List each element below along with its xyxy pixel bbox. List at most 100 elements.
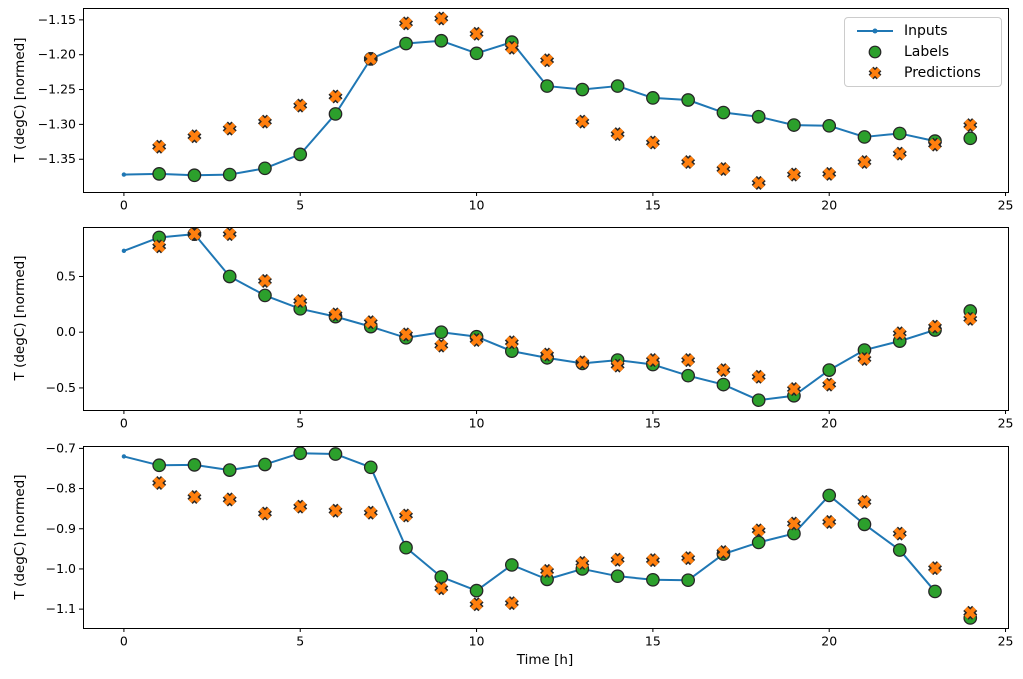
y-tick-label: −1.25	[38, 82, 76, 97]
x-tick-label: 5	[296, 634, 304, 649]
predictions-point	[893, 327, 906, 340]
predictions-point	[329, 308, 342, 321]
predictions-points	[152, 475, 978, 620]
predictions-point	[646, 354, 659, 367]
x-tick-label: 10	[469, 634, 485, 649]
predictions-point	[717, 364, 730, 377]
predictions-point	[259, 115, 271, 128]
predictions-point	[259, 274, 271, 287]
labels-point	[540, 79, 554, 93]
y-tick-label: −1.0	[46, 561, 76, 576]
inputs-point	[121, 172, 127, 177]
predictions-point	[929, 138, 941, 151]
labels-point	[681, 93, 695, 107]
predictions-point	[153, 240, 166, 253]
predictions-point	[329, 90, 342, 103]
predictions-point	[682, 552, 695, 565]
predictions-point	[329, 504, 342, 517]
predictions-point	[787, 517, 800, 530]
labels-point	[399, 36, 413, 51]
y-tick-label: −0.7	[46, 440, 76, 455]
x-tick-label: 5	[296, 198, 304, 213]
legend-label-inputs: Inputs	[904, 23, 948, 40]
y-tick-label: −0.8	[46, 481, 76, 496]
labels-point	[187, 458, 202, 472]
x-tick-label: 20	[821, 416, 837, 431]
predictions-point	[400, 509, 412, 522]
x-axis-ticks: 0 5 10 15 20 25	[120, 410, 1013, 431]
labels-point	[928, 584, 942, 599]
labels-point	[328, 447, 343, 461]
y-axis-label-middle: T (degC) [normed]	[12, 255, 28, 381]
predictions-point	[858, 495, 871, 508]
y-axis-label-top: T (degC) [normed]	[12, 37, 28, 163]
x-axis-ticks: 0 5 10 15 20 25	[120, 628, 1014, 649]
labels-point	[646, 572, 660, 587]
labels-point	[892, 543, 907, 557]
predictions-point	[964, 606, 977, 619]
x-tick-label: 0	[120, 634, 128, 649]
predictions-point	[294, 99, 307, 112]
predictions-point	[929, 562, 941, 575]
predictions-point	[470, 27, 483, 40]
labels-point	[751, 393, 766, 408]
labels-point	[575, 82, 590, 97]
predictions-point	[576, 356, 589, 369]
predictions-point	[470, 598, 483, 611]
predictions-point	[823, 515, 836, 528]
legend-label-predictions: Predictions	[904, 64, 981, 81]
predictions-point	[893, 527, 906, 540]
labels-point	[293, 446, 308, 461]
predictions-point	[153, 140, 166, 153]
predictions-point	[611, 359, 624, 372]
y-tick-label: −0.5	[46, 380, 76, 395]
labels-point	[716, 377, 731, 392]
predictions-point	[611, 128, 624, 141]
labels-point	[857, 130, 872, 144]
inputs-line	[121, 451, 938, 594]
labels-point	[610, 79, 625, 93]
predictions-point	[223, 493, 236, 506]
labels-point	[857, 517, 872, 532]
y-axis-ticks: −1.15 −1.20 −1.25 −1.30 −1.35	[38, 12, 83, 166]
x-axis-label: Time [h]	[516, 652, 574, 668]
predictions-point	[752, 176, 765, 189]
legend-label-labels: Labels	[904, 43, 950, 60]
predictions-point	[364, 52, 377, 65]
plot-frame	[83, 227, 1009, 411]
predictions-point	[858, 353, 871, 365]
predictions-point	[682, 354, 695, 367]
predictions-x-icon	[855, 66, 895, 80]
y-tick-label: −1.30	[38, 116, 76, 131]
labels-points	[152, 446, 978, 625]
labels-point	[469, 46, 484, 61]
predictions-point	[717, 546, 730, 559]
predictions-point	[541, 564, 554, 577]
labels-point	[399, 540, 413, 555]
predictions-point	[400, 328, 412, 341]
labels-point	[187, 168, 202, 183]
predictions-point	[188, 130, 201, 143]
x-tick-label: 0	[120, 198, 128, 213]
predictions-point	[823, 378, 836, 391]
predictions-point	[223, 228, 236, 241]
legend-item-predictions: Predictions	[855, 66, 991, 80]
labels-point	[258, 161, 272, 176]
predictions-points	[152, 227, 978, 397]
predictions-point	[823, 167, 836, 180]
predictions-point	[858, 156, 871, 168]
labels-point	[751, 535, 766, 550]
y-axis-ticks: −0.7 −0.8 −0.9 −1.0 −1.1	[46, 440, 83, 616]
labels-point	[892, 126, 907, 141]
x-tick-label: 25	[998, 634, 1014, 649]
predictions-point	[646, 136, 659, 149]
inputs-line-icon	[855, 24, 895, 38]
subplot-top: 0 5 10 15 20 25 −1.15 −1.20 −1.25 −1.30 −1.35	[38, 8, 1013, 213]
inputs-point	[121, 454, 127, 459]
x-tick-label: 5	[296, 416, 304, 431]
legend-item-labels: Labels	[855, 45, 991, 59]
labels-point	[963, 131, 978, 146]
labels-point	[363, 460, 378, 475]
y-axis-ticks: 0.5 0.0 −0.5	[46, 268, 83, 395]
predictions-point	[717, 163, 730, 175]
